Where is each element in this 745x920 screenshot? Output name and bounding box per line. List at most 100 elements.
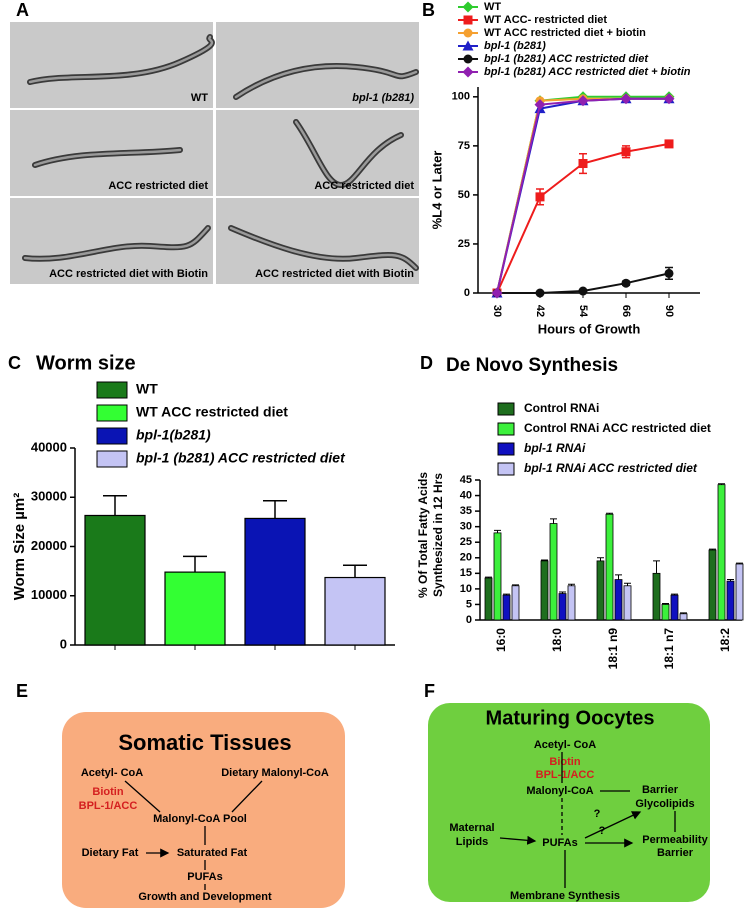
bar [614, 579, 623, 621]
x-tick-label: 66 [620, 305, 632, 317]
micrograph-grid: WT bpl-1 (b281) ACC restricted diet ACC res… [10, 22, 419, 284]
legend-label: bpl-1 (b281) ACC restricted diet [484, 53, 649, 65]
micrograph-label: ACC restricted diet with Biotin [49, 268, 208, 280]
x-tick-label: 18:1 n9 [606, 628, 620, 670]
worm [23, 226, 210, 261]
legend-label: bpl-1 (b281) ACC restricted diet + bioti… [484, 66, 691, 78]
y-tick-label: 25 [460, 536, 472, 548]
y-tick-label: 40 [460, 489, 472, 501]
bar [484, 577, 493, 621]
y-tick-label: 20000 [31, 538, 67, 553]
diagram-node: PUFAs [542, 837, 577, 849]
marker [620, 93, 632, 105]
marker [491, 287, 503, 299]
diagram-title: Somatic Tissues [118, 730, 291, 755]
bar [652, 572, 661, 621]
marker [462, 1, 474, 13]
bar [717, 484, 726, 621]
marker [462, 66, 474, 78]
error-bar [103, 495, 127, 516]
y-tick-label: 0 [464, 287, 470, 299]
bar [708, 549, 717, 621]
diagram-node: BPL-1/ACC [79, 800, 138, 812]
diagram-node: PUFAs [187, 871, 222, 883]
error-bar [183, 555, 207, 573]
diagram-node: Malonyl-CoA [526, 785, 593, 797]
marker [578, 286, 588, 296]
bar [596, 560, 605, 621]
marker [663, 93, 675, 105]
panel-label: C [8, 353, 21, 373]
y-tick-label: 15 [460, 567, 472, 579]
marker [463, 15, 473, 25]
diagram-node: Malonyl-CoA Pool [153, 813, 247, 825]
x-tick-label: 16:0 [494, 628, 508, 652]
diagram-node: Biotin [92, 786, 123, 798]
legend-swatch [497, 462, 515, 476]
micrograph-label: ACC restricted diet [314, 180, 414, 192]
diagram-node: BPL-1/ACC [536, 769, 595, 781]
x-tick-label: 18:2 [718, 628, 732, 652]
bar [605, 513, 614, 621]
panel-label: A [16, 0, 29, 20]
legend-label: bpl-1 RNAi [524, 441, 586, 455]
y-tick-label: 40000 [31, 439, 67, 454]
diagram-node: Acetyl- CoA [534, 739, 596, 751]
chart-title: Worm size [36, 352, 136, 374]
y-tick-label: 35 [460, 505, 472, 517]
y-tick-label: 0 [466, 614, 472, 626]
bar [679, 613, 688, 621]
legend-label: WT [484, 1, 501, 13]
worm [33, 148, 182, 167]
marker [463, 54, 473, 64]
legend-label: WT [136, 381, 158, 397]
x-tick-label: 54 [577, 305, 589, 318]
y-tick-label: 10000 [31, 587, 67, 602]
legend-swatch [96, 404, 128, 422]
y-tick-label: 75 [458, 140, 470, 152]
series-line [496, 97, 669, 294]
diagram-node: Lipids [456, 836, 488, 848]
bar [502, 594, 511, 621]
y-tick-label: 25 [458, 238, 470, 250]
diagram-node: Maternal [449, 822, 494, 834]
diagram-node: Acetyl- CoA [81, 767, 143, 779]
marker [462, 40, 474, 51]
marker [463, 28, 473, 38]
legend-label: bpl-1 (b281) [484, 40, 546, 52]
x-tick-label: 30 [491, 305, 503, 317]
x-tick-label: 42 [534, 305, 546, 317]
marker [578, 159, 588, 169]
bar [623, 585, 632, 621]
diagram-box [62, 712, 345, 908]
legend-swatch [497, 442, 515, 456]
diagram-node: Barrier [642, 784, 679, 796]
legend-label: Control RNAi ACC restricted diet [524, 421, 711, 435]
x-tick-label: 90 [663, 305, 675, 317]
diagram-node: Glycolipids [635, 798, 694, 810]
y-axis-label: Worm Size µm² [11, 493, 28, 601]
diagram-node: Permeability [642, 834, 708, 846]
bar [164, 571, 226, 646]
panel-label: E [16, 681, 28, 701]
panel-label: F [424, 681, 435, 701]
bar [493, 532, 502, 621]
marker [535, 288, 545, 298]
marker [534, 99, 546, 111]
diagram-node: Dietary Malonyl-CoA [221, 767, 329, 779]
bar [670, 594, 679, 621]
diagram-node: Dietary Fat [82, 847, 139, 859]
diagram-node: Saturated Fat [177, 847, 248, 859]
micrograph [10, 198, 213, 284]
legend-swatch [497, 402, 515, 416]
diagram-node: ? [599, 825, 606, 837]
panel-label: B [422, 0, 435, 20]
legend-label: bpl-1 RNAi ACC restricted diet [524, 461, 698, 475]
bar [567, 585, 576, 621]
bar [244, 517, 306, 646]
marker [621, 278, 631, 288]
marker [535, 192, 545, 202]
worm [294, 120, 403, 187]
legend-label: bpl-1 (b281) ACC restricted diet [136, 450, 346, 466]
